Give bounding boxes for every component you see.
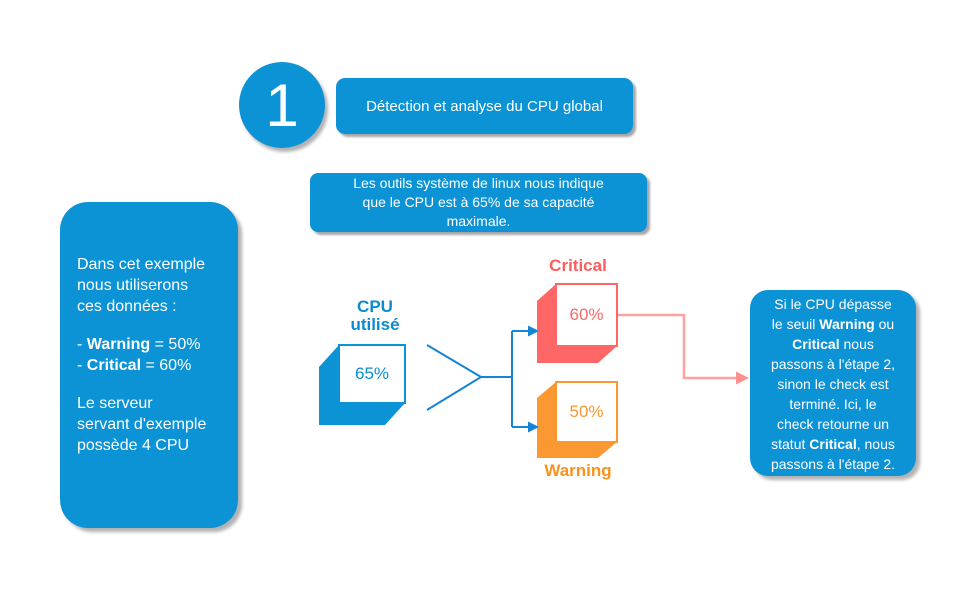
critical-threshold-line: - Critical = 60% — [77, 357, 192, 374]
context-intro: Dans cet exemple nous utiliserons ces do… — [77, 254, 226, 317]
warning-box-face — [555, 381, 618, 443]
decision-line: sinon le check est — [777, 376, 889, 392]
warning-threshold-line: - Warning = 50% — [77, 336, 201, 353]
context-line: Le serveur — [77, 395, 153, 412]
decision-note-box: Si le CPU dépasse le seuil Warning ou Cr… — [750, 290, 916, 476]
info-line: maximale. — [446, 213, 511, 229]
step-number-badge: 1 — [239, 62, 325, 148]
decision-line: terminé. Ici, le — [789, 396, 877, 412]
decision-line: passons à l'étape 2, — [770, 356, 896, 372]
cpu-info-box: Les outils système de linux nous indique… — [310, 173, 647, 232]
decision-line: statut Critical, nous — [771, 436, 895, 452]
decision-line: Si le CPU dépasse — [774, 296, 892, 312]
info-line: Les outils système de linux nous indique — [353, 175, 604, 191]
context-line: ces données : — [77, 298, 177, 315]
critical-result-connector — [618, 313, 737, 380]
cpu-box-face — [338, 344, 406, 404]
info-line: que le CPU est à 65% de sa capacité — [362, 194, 595, 210]
critical-label: Critical — [549, 256, 607, 275]
context-line: servant d'exemple — [77, 416, 207, 433]
decision-line: check retourne un — [776, 416, 890, 432]
thresholds-list: - Warning = 50% - Critical = 60% — [77, 334, 226, 376]
step-number: 1 — [265, 71, 299, 139]
critical-threshold-value: 60% — [569, 305, 604, 324]
decision-line: le seuil Warning ou — [771, 316, 895, 332]
warning-threshold-value: 50% — [569, 402, 604, 421]
server-note: Le serveur servant d'exemple possède 4 C… — [77, 393, 226, 456]
context-line: possède 4 CPU — [77, 437, 190, 454]
warning-label: Warning — [544, 461, 612, 480]
context-line: Dans cet exemple — [77, 256, 206, 273]
cpu-usage-value: 65% — [354, 364, 390, 383]
branch-connector-lines — [426, 330, 529, 428]
context-note-box: Dans cet exemple nous utiliserons ces do… — [60, 202, 238, 528]
cpu-used-label: CPU utilisé — [350, 297, 400, 334]
decision-line: passons à l'étape 2. — [770, 456, 896, 472]
step-title-box: Détection et analyse du CPU global — [336, 78, 633, 134]
critical-arrowhead-icon — [528, 325, 539, 337]
result-arrowhead-icon — [736, 371, 749, 385]
step-title: Détection et analyse du CPU global — [366, 97, 603, 115]
decision-line: Critical nous — [792, 336, 874, 352]
warning-arrowhead-icon — [528, 421, 539, 433]
context-line: nous utiliserons — [77, 277, 189, 294]
critical-box-face — [555, 283, 618, 347]
